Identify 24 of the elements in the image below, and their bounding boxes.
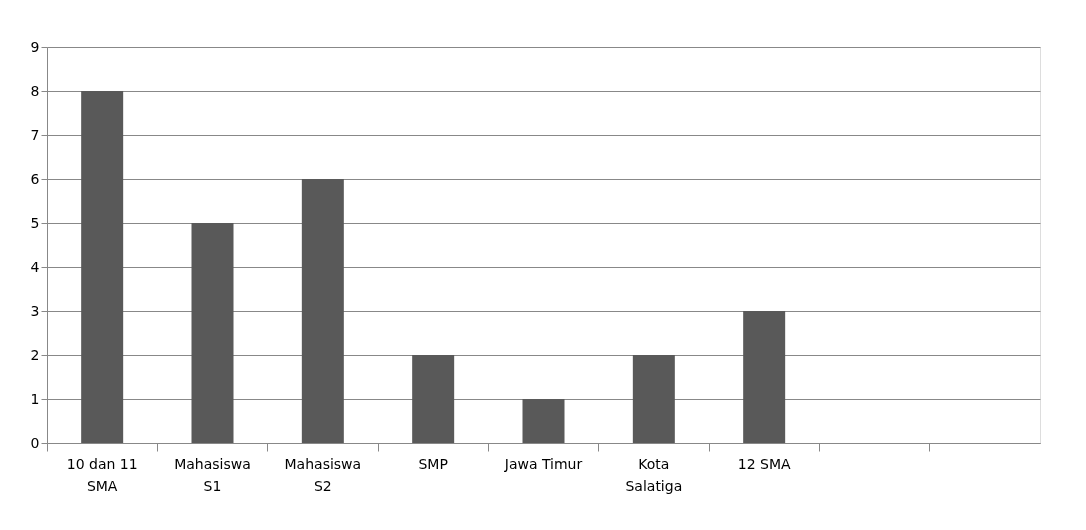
bar: [81, 91, 124, 443]
x-tick-label: Kota Salatiga: [625, 455, 683, 494]
x-tick-label: SMP: [418, 455, 448, 472]
y-tick-label: 6: [30, 170, 40, 187]
y-tick-label: 1: [30, 390, 40, 407]
y-tick-label: 2: [30, 346, 40, 363]
y-tick-label: 9: [30, 38, 40, 55]
y-tick-label: 5: [30, 214, 40, 231]
y-tick-label: 8: [30, 82, 40, 99]
bar: [632, 355, 675, 443]
bar: [743, 311, 786, 443]
bar: [412, 355, 455, 443]
y-tick-label: 0: [30, 434, 40, 451]
bar: [301, 179, 344, 443]
y-tick-label: 4: [30, 258, 40, 275]
bar: [522, 399, 565, 443]
x-tick-label: Jawa Timur: [503, 455, 583, 472]
x-tick-label: Mahasiswa S1: [174, 455, 251, 494]
y-tick-label: 7: [30, 126, 40, 143]
y-tick-label: 3: [30, 302, 40, 319]
x-tick-label: Mahasiswa S2: [284, 455, 362, 494]
x-tick-label: 12 SMA: [737, 455, 791, 472]
x-tick-label: 10 dan 11 SMA: [66, 455, 138, 494]
bar: [191, 223, 234, 443]
